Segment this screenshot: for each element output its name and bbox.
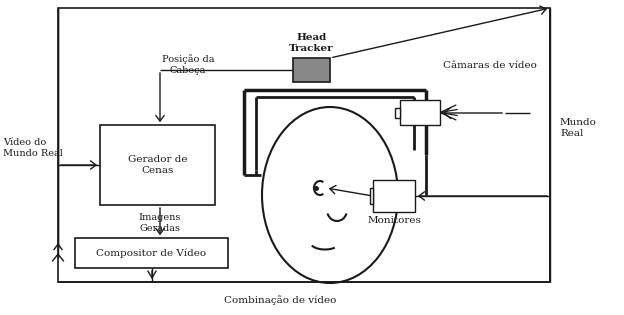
- Text: Monitores: Monitores: [367, 216, 421, 225]
- Text: Gerador de
Cenas: Gerador de Cenas: [128, 155, 187, 175]
- Text: Mundo
Real: Mundo Real: [560, 118, 597, 138]
- Bar: [293, 58, 330, 82]
- Text: Head
Tracker: Head Tracker: [289, 33, 334, 53]
- Text: Imagens
Geradas: Imagens Geradas: [139, 213, 181, 233]
- Text: Vídeo do
Mundo Real: Vídeo do Mundo Real: [3, 138, 63, 158]
- Text: Compositor de Vídeo: Compositor de Vídeo: [97, 248, 207, 258]
- Text: Câmaras de vídeo: Câmaras de vídeo: [443, 60, 537, 70]
- Bar: [58, 8, 550, 282]
- Bar: [400, 100, 440, 125]
- Bar: [75, 238, 228, 268]
- Text: Combinação de vídeo: Combinação de vídeo: [224, 295, 336, 305]
- Bar: [373, 180, 415, 212]
- Bar: [100, 125, 215, 205]
- Bar: [395, 108, 400, 118]
- Text: Posição da
Cabeça: Posição da Cabeça: [162, 54, 214, 75]
- Bar: [370, 188, 373, 204]
